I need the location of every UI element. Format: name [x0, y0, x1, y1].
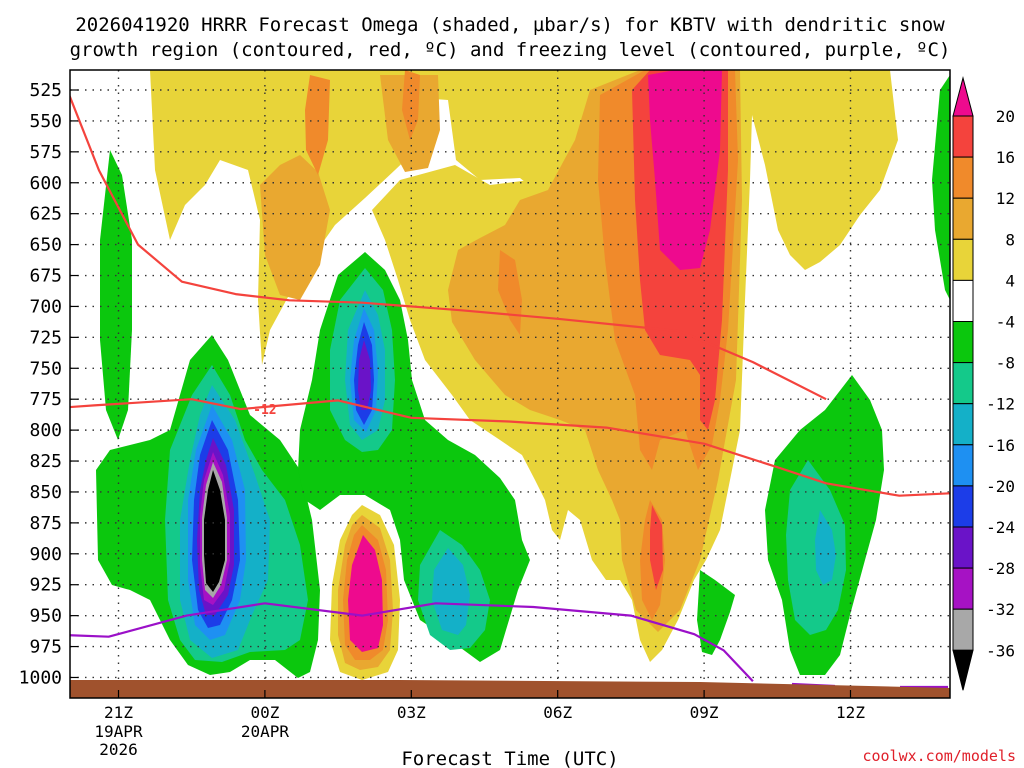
y-tick-label-525: 525 [29, 80, 62, 101]
contour-lines: -12 [70, 95, 950, 689]
y-axis: 525 550 575 600 625 650 675 700 725 750 775 800 825 8… [19, 80, 78, 688]
colorbar-label-7: -12 [986, 395, 1015, 414]
y-tick-label-850: 850 [29, 482, 62, 503]
plot-frame [69, 69, 951, 699]
omega-shading [96, 70, 950, 680]
omega-shade-pink-low [348, 535, 383, 652]
x-tick-year-21Z: 2026 [99, 740, 138, 759]
colorbar-label-0: 20 [996, 107, 1015, 126]
y-tick-label-825: 825 [29, 451, 62, 472]
omega-shade-gold-small [260, 155, 330, 300]
omega-shade-orange-3 [498, 250, 522, 335]
x-tick-label-12Z: 12Z [836, 703, 865, 722]
omega-shade-black-west [204, 470, 225, 592]
y-tick-label-875: 875 [29, 513, 62, 534]
colorbar-swatch-13 [952, 608, 974, 651]
x-tick-label-00Z: 00Z [250, 703, 279, 722]
colorbar-swatch-11 [952, 526, 974, 569]
x-axis-title: Forecast Time (UTC) [401, 748, 618, 768]
contour-line-1 [70, 398, 950, 497]
y-tick-label-725: 725 [29, 327, 62, 348]
y-tick-label-675: 675 [29, 266, 62, 287]
colorbar-swatch-1 [952, 115, 974, 158]
colorbar-swatch-9 [952, 444, 974, 487]
chart-title-line2: growth region (contoured, red, ºC) and f… [70, 39, 951, 61]
colorbar-label-4: 4 [1005, 271, 1015, 290]
omega-shade-purple-center [358, 340, 371, 410]
colorbar-swatch-4 [952, 238, 974, 281]
omega-shade-cyan-east [815, 510, 836, 585]
x-tick-date-21Z: 19APR [94, 722, 143, 741]
contour-label-minus12: -12 [253, 403, 276, 418]
colorbar-label-12: -32 [986, 600, 1015, 619]
omega-shade-orange-2 [402, 70, 420, 140]
y-tick-label-950: 950 [29, 606, 62, 627]
colorbar-label-9: -20 [986, 477, 1015, 496]
colorbar-swatch-12 [952, 567, 974, 610]
y-tick-label-575: 575 [29, 142, 62, 163]
omega-shade-green-far-west [100, 150, 132, 440]
colorbar: 20 16 12 8 4 -4 -8 -12 -16 -20 -24 -28 -32 -36 [952, 76, 1015, 691]
colorbar-swatch-0 [952, 76, 974, 117]
omega-shade-green-09z [697, 570, 735, 655]
omega-shade-green-edge [932, 75, 950, 300]
contour-line-0 [70, 95, 827, 401]
y-tick-label-800: 800 [29, 420, 62, 441]
y-tick-label-625: 625 [29, 204, 62, 225]
colorbar-swatch-2 [952, 156, 974, 199]
colorbar-label-6: -8 [996, 354, 1015, 373]
colorbar-label-8: -16 [986, 436, 1015, 455]
x-tick-label-21Z: 21Z [104, 703, 133, 722]
colorbar-label-5: -4 [996, 313, 1015, 332]
omega-shade-cyan-south [432, 548, 470, 635]
y-tick-label-900: 900 [29, 544, 62, 565]
colorbar-label-2: 12 [996, 189, 1015, 208]
colorbar-swatch-8 [952, 403, 974, 446]
colorbar-label-1: 16 [996, 148, 1015, 167]
colorbar-swatch-7 [952, 362, 974, 405]
colorbar-label-11: -28 [986, 559, 1015, 578]
x-tick-label-03Z: 03Z [397, 703, 426, 722]
colorbar-swatch-6 [952, 321, 974, 364]
ground-fill [70, 680, 950, 698]
contour-line-2 [70, 602, 754, 682]
omega-shade-red-small [650, 505, 663, 590]
x-tick-label-06Z: 06Z [543, 703, 572, 722]
ground-terrain [70, 680, 950, 698]
y-tick-label-650: 650 [29, 235, 62, 256]
y-tick-label-550: 550 [29, 111, 62, 132]
colorbar-label-13: -36 [986, 641, 1015, 660]
y-tick-label-925: 925 [29, 575, 62, 596]
y-tick-label-1000: 1000 [19, 667, 62, 688]
colorbar-label-3: 8 [1005, 230, 1015, 249]
x-tick-label-09Z: 09Z [690, 703, 719, 722]
x-tick-date-00Z: 20APR [241, 722, 290, 741]
omega-shade-orange-1 [305, 75, 330, 175]
credit-text[interactable]: coolwx.com/models [862, 747, 1016, 765]
colorbar-swatch-5 [952, 279, 974, 322]
y-tick-label-750: 750 [29, 358, 62, 379]
y-tick-label-700: 700 [29, 296, 62, 317]
omega-shade-yellow-west [150, 70, 598, 365]
colorbar-swatch-3 [952, 197, 974, 240]
chart-title-line1: 2026041920 HRRR Forecast Omega (shaded, … [75, 14, 945, 36]
colorbar-swatch-14 [952, 649, 974, 691]
colorbar-label-10: -24 [986, 518, 1015, 537]
y-tick-label-975: 975 [29, 637, 62, 658]
colorbar-swatch-10 [952, 485, 974, 528]
y-tick-label-600: 600 [29, 173, 62, 194]
y-tick-label-775: 775 [29, 389, 62, 410]
